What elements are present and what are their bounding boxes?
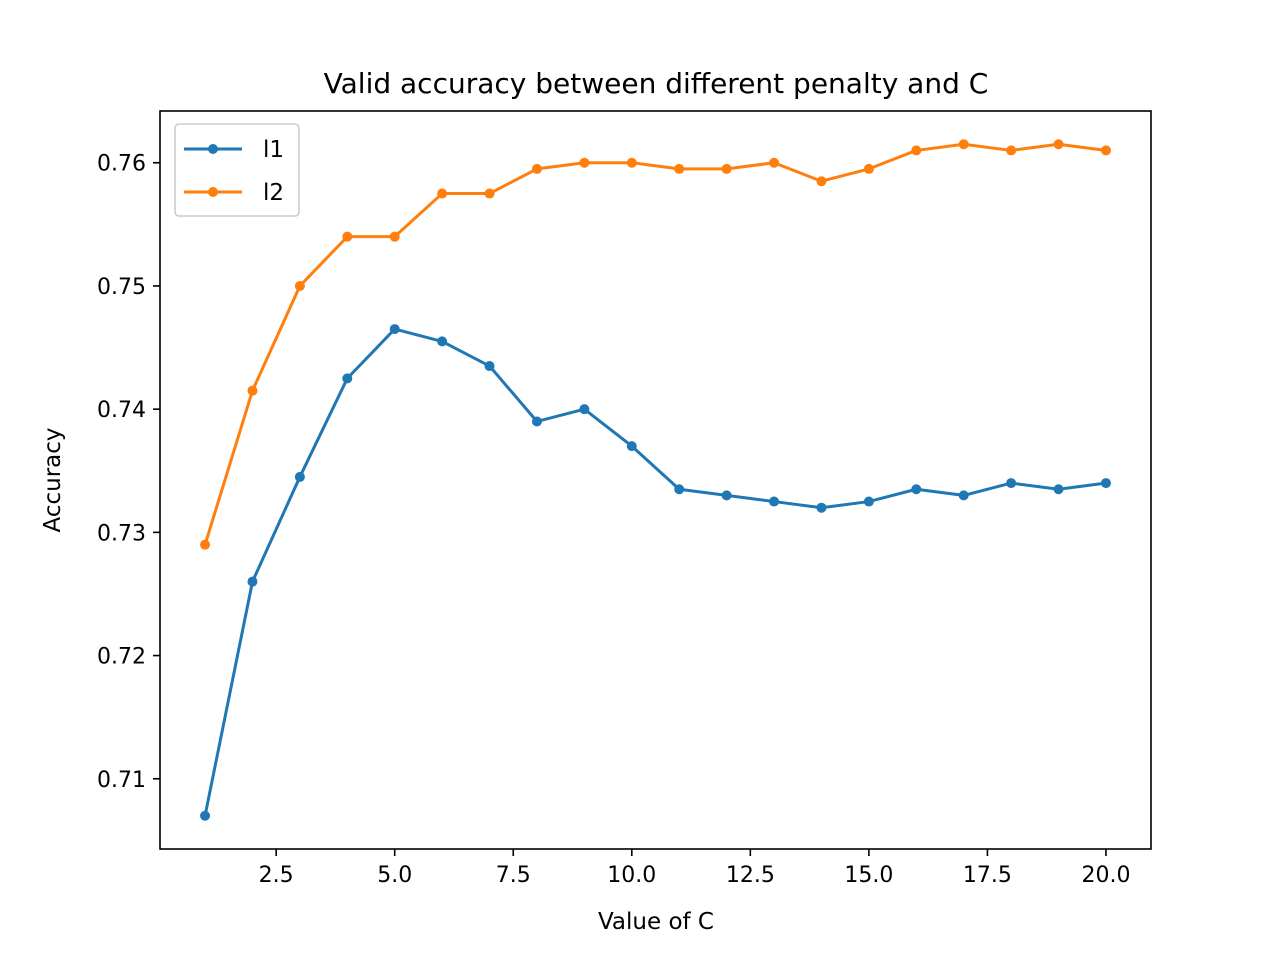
- data-point-l2: [816, 176, 827, 187]
- data-point-l1: [484, 361, 495, 372]
- x-axis-label: Value of C: [598, 909, 714, 935]
- data-point-l2: [911, 145, 922, 156]
- data-point-l1: [769, 496, 780, 507]
- data-point-l1: [863, 496, 874, 507]
- data-point-l2: [674, 163, 685, 174]
- x-tick-label: 15.0: [844, 863, 893, 888]
- legend-item-l1: l1: [184, 137, 284, 163]
- x-tick-label: 12.5: [726, 863, 775, 888]
- data-point-l1: [911, 484, 922, 495]
- y-tick-label: 0.73: [97, 521, 146, 546]
- data-point-l2: [1100, 145, 1111, 156]
- data-point-l1: [579, 404, 590, 415]
- data-point-l2: [863, 163, 874, 174]
- data-point-l1: [1006, 478, 1017, 489]
- legend-label: l1: [263, 137, 284, 163]
- data-point-l1: [247, 576, 258, 587]
- legend-label: l2: [263, 180, 284, 206]
- x-tick-label: 2.5: [259, 863, 294, 888]
- data-point-l2: [958, 139, 969, 150]
- data-point-l1: [437, 336, 448, 347]
- series-line-l1: [203, 327, 1108, 818]
- data-point-l1: [531, 416, 542, 427]
- data-point-l1: [342, 373, 353, 384]
- data-point-l2: [342, 231, 353, 242]
- y-tick-label: 0.75: [97, 275, 146, 300]
- data-point-l2: [721, 163, 732, 174]
- y-tick-label: 0.71: [97, 768, 146, 793]
- series-line-l2: [203, 142, 1108, 547]
- series-l1: [200, 324, 1111, 821]
- data-point-l1: [294, 471, 305, 482]
- data-point-l2: [626, 157, 637, 168]
- data-point-l1: [958, 490, 969, 501]
- data-point-l2: [484, 188, 495, 199]
- legend: l1 l2: [174, 123, 300, 217]
- data-point-l1: [721, 490, 732, 501]
- series-l2: [200, 139, 1111, 550]
- plot-frame: [159, 110, 1152, 850]
- data-point-l2: [247, 385, 258, 396]
- data-point-l1: [674, 484, 685, 495]
- data-point-l1: [1053, 484, 1064, 495]
- x-axis: 2.5 5.0 7.5 10.0 12.5 15.0 17.5 20.0: [259, 849, 1130, 888]
- data-point-l2: [579, 157, 590, 168]
- legend-item-l2: l2: [184, 180, 284, 206]
- data-point-l2: [200, 539, 211, 550]
- x-tick-label: 10.0: [607, 863, 656, 888]
- x-tick-label: 20.0: [1081, 863, 1130, 888]
- data-point-l2: [389, 231, 400, 242]
- x-tick-label: 17.5: [963, 863, 1012, 888]
- data-point-l1: [1100, 478, 1111, 489]
- chart-title: Valid accuracy between different penalty…: [324, 67, 989, 100]
- data-point-l1: [389, 324, 400, 335]
- y-tick-label: 0.74: [97, 398, 146, 423]
- y-axis: 0.71 0.72 0.73 0.74 0.75 0.76: [97, 152, 160, 793]
- data-point-l2: [1053, 139, 1064, 150]
- data-point-l2: [294, 280, 305, 291]
- y-tick-label: 0.76: [97, 152, 146, 177]
- data-point-l2: [437, 188, 448, 199]
- plot-area: [200, 139, 1111, 821]
- data-point-l1: [816, 502, 827, 513]
- data-point-l1: [626, 441, 637, 452]
- y-axis-label: Accuracy: [40, 427, 66, 532]
- legend-swatch-marker: [208, 144, 218, 154]
- x-tick-label: 7.5: [496, 863, 531, 888]
- data-point-l2: [769, 157, 780, 168]
- y-tick-label: 0.72: [97, 645, 146, 670]
- data-point-l1: [200, 810, 211, 821]
- x-tick-label: 5.0: [377, 863, 412, 888]
- data-point-l2: [531, 163, 542, 174]
- data-point-l2: [1006, 145, 1017, 156]
- legend-swatch-marker: [208, 187, 218, 197]
